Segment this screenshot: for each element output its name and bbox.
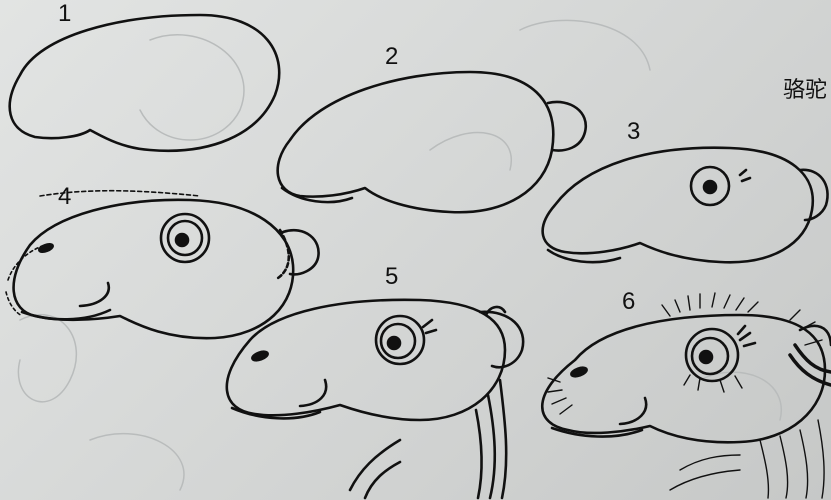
step-6-drawing (541, 292, 831, 499)
camel-fur-strokes (547, 292, 825, 499)
step-2-drawing (276, 70, 588, 214)
step-number-1: 1 (58, 0, 72, 27)
step-5-drawing (225, 298, 525, 500)
step-1-drawing (8, 13, 281, 153)
step-number-2: 2 (385, 43, 399, 70)
step-number-5: 5 (385, 263, 399, 290)
background-sketch (17, 19, 783, 491)
step-number-3: 3 (627, 118, 641, 145)
step-4-drawing (5, 189, 320, 340)
step-3-drawing (541, 146, 829, 264)
step-number-6: 6 (622, 288, 636, 315)
step-number-4: 4 (58, 183, 72, 210)
page-title: 骆驼 (782, 78, 827, 103)
